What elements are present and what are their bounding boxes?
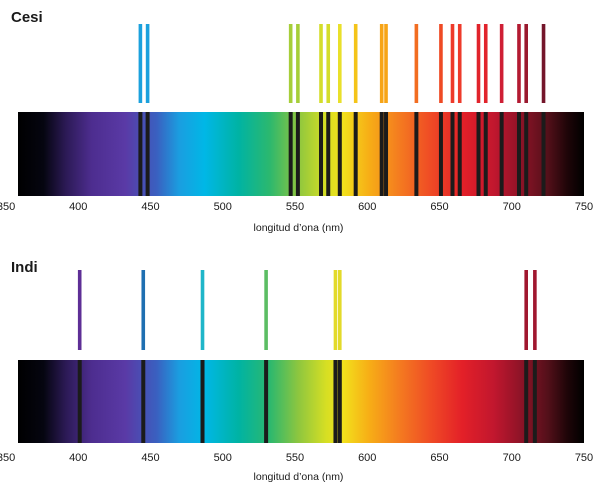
x-tick-label-cesi-5: 600 [358, 201, 376, 213]
absorption-line-cesi-0 [138, 112, 143, 196]
x-tick-label-indi-8: 750 [575, 452, 593, 464]
emission-line-indi-6 [524, 270, 528, 350]
x-tick-label-cesi-2: 450 [141, 201, 159, 213]
emission-line-cesi-3 [296, 24, 300, 103]
absorption-line-cesi-3 [295, 112, 300, 196]
x-axis-label-indi: longitud d’ona (nm) [253, 471, 344, 483]
absorption-line-cesi-9 [384, 112, 389, 196]
emission-line-cesi-16 [499, 24, 504, 103]
absorption-line-cesi-4 [319, 112, 324, 196]
x-tick-label-indi-0: 350 [0, 452, 15, 464]
absorption-line-cesi-6 [337, 112, 342, 196]
x-tick-label-cesi-1: 400 [69, 201, 87, 213]
x-tick-label-cesi-3: 500 [214, 201, 232, 213]
absorption-line-indi-5 [337, 360, 342, 443]
x-tick-label-cesi-6: 650 [430, 201, 448, 213]
emission-line-cesi-4 [319, 24, 323, 103]
emission-line-cesi-17 [517, 24, 521, 103]
absorption-line-cesi-5 [326, 112, 331, 196]
absorption-line-cesi-7 [353, 112, 358, 196]
x-tick-label-indi-6: 650 [430, 452, 448, 464]
panel-title-cesi: Cesi [11, 9, 43, 26]
x-tick-label-indi-3: 500 [214, 452, 232, 464]
emission-line-cesi-8 [379, 24, 384, 103]
x-tick-label-cesi-0: 350 [0, 201, 15, 213]
emission-line-cesi-5 [326, 24, 331, 103]
absorption-line-cesi-1 [145, 112, 150, 196]
absorption-line-indi-0 [77, 360, 82, 443]
emission-line-indi-4 [333, 270, 338, 350]
absorption-line-cesi-19 [541, 112, 546, 196]
emission-line-cesi-15 [483, 24, 488, 103]
emission-line-cesi-2 [288, 24, 293, 103]
emission-line-indi-5 [338, 270, 342, 350]
emission-line-cesi-10 [414, 24, 419, 103]
absorption-line-cesi-10 [414, 112, 419, 196]
absorption-line-cesi-18 [524, 112, 529, 196]
x-tick-label-indi-7: 700 [503, 452, 521, 464]
absorption-line-cesi-13 [457, 112, 462, 196]
absorption-line-cesi-12 [450, 112, 455, 196]
emission-line-indi-3 [264, 270, 268, 350]
absorption-line-cesi-8 [379, 112, 384, 196]
absorption-line-cesi-11 [438, 112, 443, 196]
absorption-line-cesi-17 [516, 112, 521, 196]
absorption-line-cesi-16 [499, 112, 504, 196]
absorption-line-cesi-15 [483, 112, 488, 196]
emission-line-cesi-6 [338, 24, 342, 103]
emission-line-cesi-14 [476, 24, 481, 103]
x-axis-label-cesi: longitud d’ona (nm) [253, 222, 344, 234]
emission-line-cesi-1 [145, 24, 150, 103]
absorption-line-indi-3 [264, 360, 269, 443]
emission-line-cesi-7 [353, 24, 358, 103]
emission-line-cesi-0 [138, 24, 143, 103]
emission-line-indi-7 [533, 270, 537, 350]
emission-line-indi-2 [200, 270, 205, 350]
x-tick-label-cesi-8: 750 [575, 201, 593, 213]
spectrum-band-indi [18, 360, 584, 443]
panel-title-indi: Indi [11, 259, 38, 276]
emission-line-cesi-18 [524, 24, 528, 103]
x-tick-label-indi-5: 600 [358, 452, 376, 464]
absorption-line-indi-7 [532, 360, 537, 443]
x-tick-label-indi-4: 550 [286, 452, 304, 464]
absorption-line-indi-4 [333, 360, 338, 443]
x-tick-label-indi-2: 450 [141, 452, 159, 464]
emission-line-cesi-13 [457, 24, 462, 103]
x-tick-label-cesi-7: 700 [503, 201, 521, 213]
x-tick-label-cesi-4: 550 [286, 201, 304, 213]
emission-line-cesi-11 [439, 24, 443, 103]
emission-line-cesi-19 [541, 24, 546, 103]
x-tick-label-indi-1: 400 [69, 452, 87, 464]
emission-line-cesi-12 [450, 24, 455, 103]
absorption-line-cesi-14 [476, 112, 481, 196]
emission-line-cesi-9 [384, 24, 388, 103]
absorption-line-indi-2 [200, 360, 205, 443]
absorption-line-indi-1 [141, 360, 146, 443]
emission-line-indi-1 [141, 270, 146, 350]
emission-line-indi-0 [77, 270, 82, 350]
spectrum-band-cesi [18, 112, 584, 196]
absorption-line-cesi-2 [288, 112, 293, 196]
absorption-line-indi-6 [524, 360, 529, 443]
